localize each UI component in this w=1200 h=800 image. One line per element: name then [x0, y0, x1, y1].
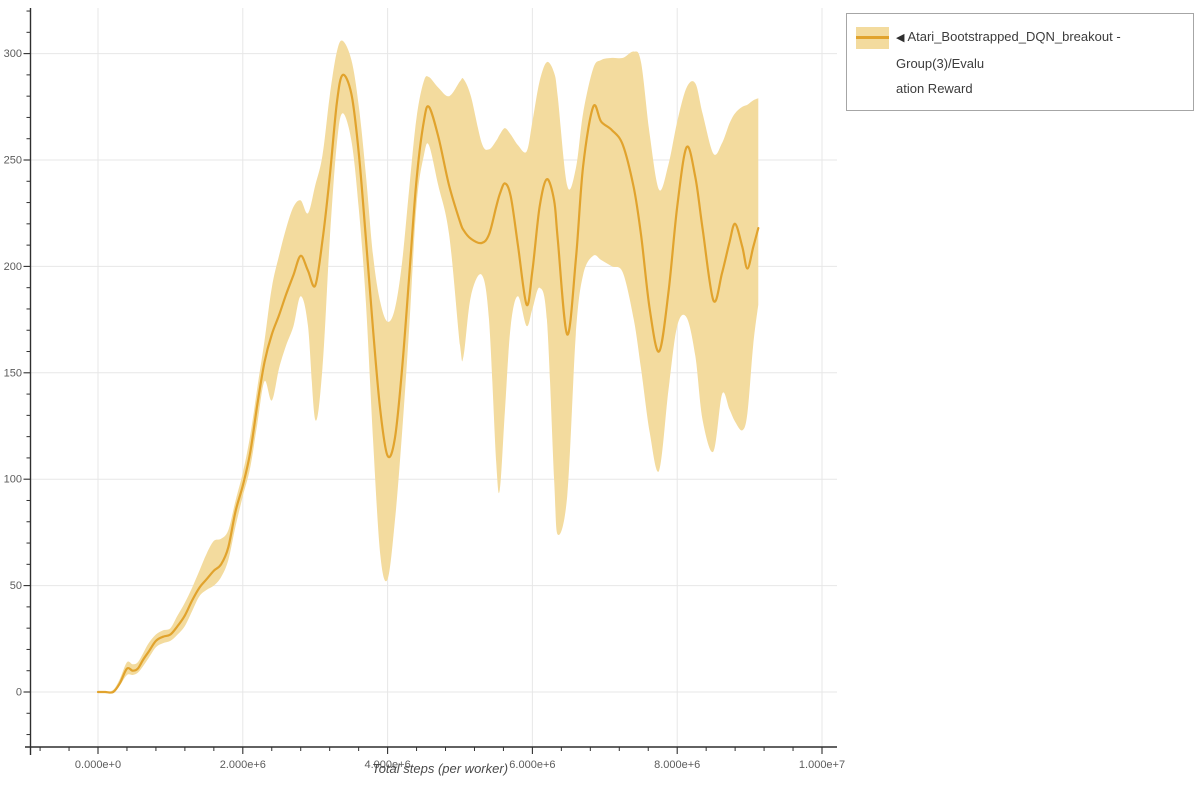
confidence-band — [98, 40, 759, 693]
legend-label-line1: Atari_Bootstrapped_DQN_breakout - Group(… — [896, 29, 1121, 71]
x-tick-label: 6.000e+6 — [509, 759, 555, 771]
y-tick-label: 200 — [4, 261, 22, 273]
legend-label-line2: ation Reward — [896, 81, 973, 96]
x-tick-label: 0.000e+0 — [75, 759, 121, 771]
legend-box[interactable]: ◀ Atari_Bootstrapped_DQN_breakout - Group… — [846, 13, 1194, 111]
x-tick-label: 4.000e+6 — [365, 759, 411, 771]
y-tick-label: 50 — [10, 580, 22, 592]
x-tick-label: 2.000e+6 — [220, 759, 266, 771]
legend-collapse-icon[interactable]: ◀ — [896, 32, 905, 44]
reward-line — [96, 73, 760, 694]
x-tick-label: 8.000e+6 — [654, 759, 700, 771]
x-axis-title: Total steps (per worker) — [371, 761, 509, 776]
y-tick-label: 150 — [4, 367, 22, 379]
legend-label: ◀ Atari_Bootstrapped_DQN_breakout - Group… — [896, 24, 1185, 101]
y-tick-label: 300 — [4, 48, 22, 60]
legend-swatch — [856, 27, 889, 49]
y-tick-label: 0 — [16, 687, 22, 699]
x-tick-label: 1.000e+7 — [799, 759, 845, 771]
legend-swatch-line — [856, 36, 889, 39]
y-tick-label: 100 — [4, 474, 22, 486]
y-tick-label: 250 — [4, 155, 22, 167]
